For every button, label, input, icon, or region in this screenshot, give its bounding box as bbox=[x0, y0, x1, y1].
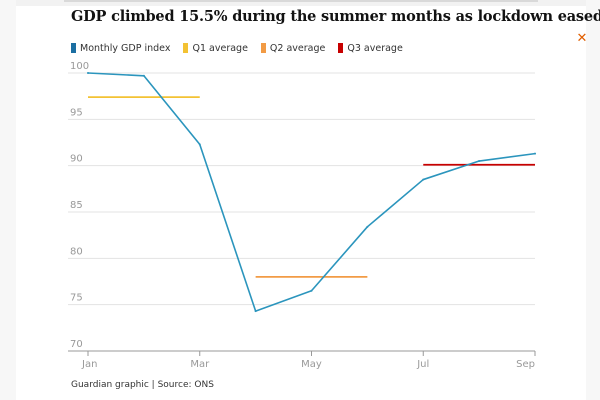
series-line-monthly-gdp bbox=[87, 72, 536, 312]
legend-item-q3: Q3 average bbox=[338, 42, 403, 54]
data-point-1 bbox=[87, 72, 89, 74]
y-tick-label-80: 80 bbox=[70, 246, 83, 257]
legend-item-q1: Q1 average bbox=[183, 42, 248, 54]
legend-item-monthly: Monthly GDP index bbox=[71, 43, 170, 54]
data-point-9 bbox=[534, 152, 536, 155]
legend-swatch-monthly bbox=[71, 43, 76, 53]
y-tick-label-75: 75 bbox=[70, 293, 83, 304]
source-note: Guardian graphic | Source: ONS bbox=[71, 380, 214, 390]
chart-legend: Monthly GDP index Q1 average Q2 average … bbox=[71, 41, 416, 55]
legend-swatch-q2 bbox=[260, 43, 266, 53]
x-tick-label-Sep: Sep bbox=[516, 359, 535, 370]
x-tick-label-Jul: Jul bbox=[416, 359, 429, 370]
data-point-5 bbox=[310, 289, 313, 292]
y-tick-label-70: 70 bbox=[70, 339, 83, 350]
data-point-6 bbox=[366, 225, 369, 228]
y-tick-label-85: 85 bbox=[70, 200, 83, 211]
data-point-4 bbox=[254, 310, 257, 313]
y-tick-label-100: 100 bbox=[70, 61, 89, 72]
legend-item-q2: Q2 average bbox=[260, 42, 326, 54]
chart-title: GDP climbed 15.5% during the summer mont… bbox=[71, 8, 600, 25]
x-tick-label-Jan: Jan bbox=[81, 359, 97, 370]
close-icon[interactable]: ✕ bbox=[576, 31, 588, 46]
x-tick-label-May: May bbox=[301, 359, 322, 370]
data-point-3 bbox=[198, 143, 201, 146]
legend-label-q1: Q1 average bbox=[192, 42, 248, 54]
y-tick-label-95: 95 bbox=[70, 107, 83, 118]
legend-label-monthly: Monthly GDP index bbox=[80, 42, 171, 54]
legend-label-q3: Q3 average bbox=[347, 42, 403, 54]
x-tick-label-Mar: Mar bbox=[190, 359, 210, 370]
legend-swatch-q3 bbox=[338, 43, 344, 53]
y-tick-label-90: 90 bbox=[70, 154, 83, 165]
legend-label-q2: Q2 average bbox=[269, 42, 326, 54]
data-point-8 bbox=[478, 160, 481, 163]
right-margin bbox=[586, 0, 600, 400]
top-rule bbox=[64, 0, 538, 2]
legend-swatch-q1 bbox=[183, 43, 189, 53]
data-point-7 bbox=[422, 178, 425, 181]
data-point-2 bbox=[142, 74, 145, 77]
top-edge bbox=[0, 0, 600, 6]
left-margin bbox=[0, 0, 16, 400]
